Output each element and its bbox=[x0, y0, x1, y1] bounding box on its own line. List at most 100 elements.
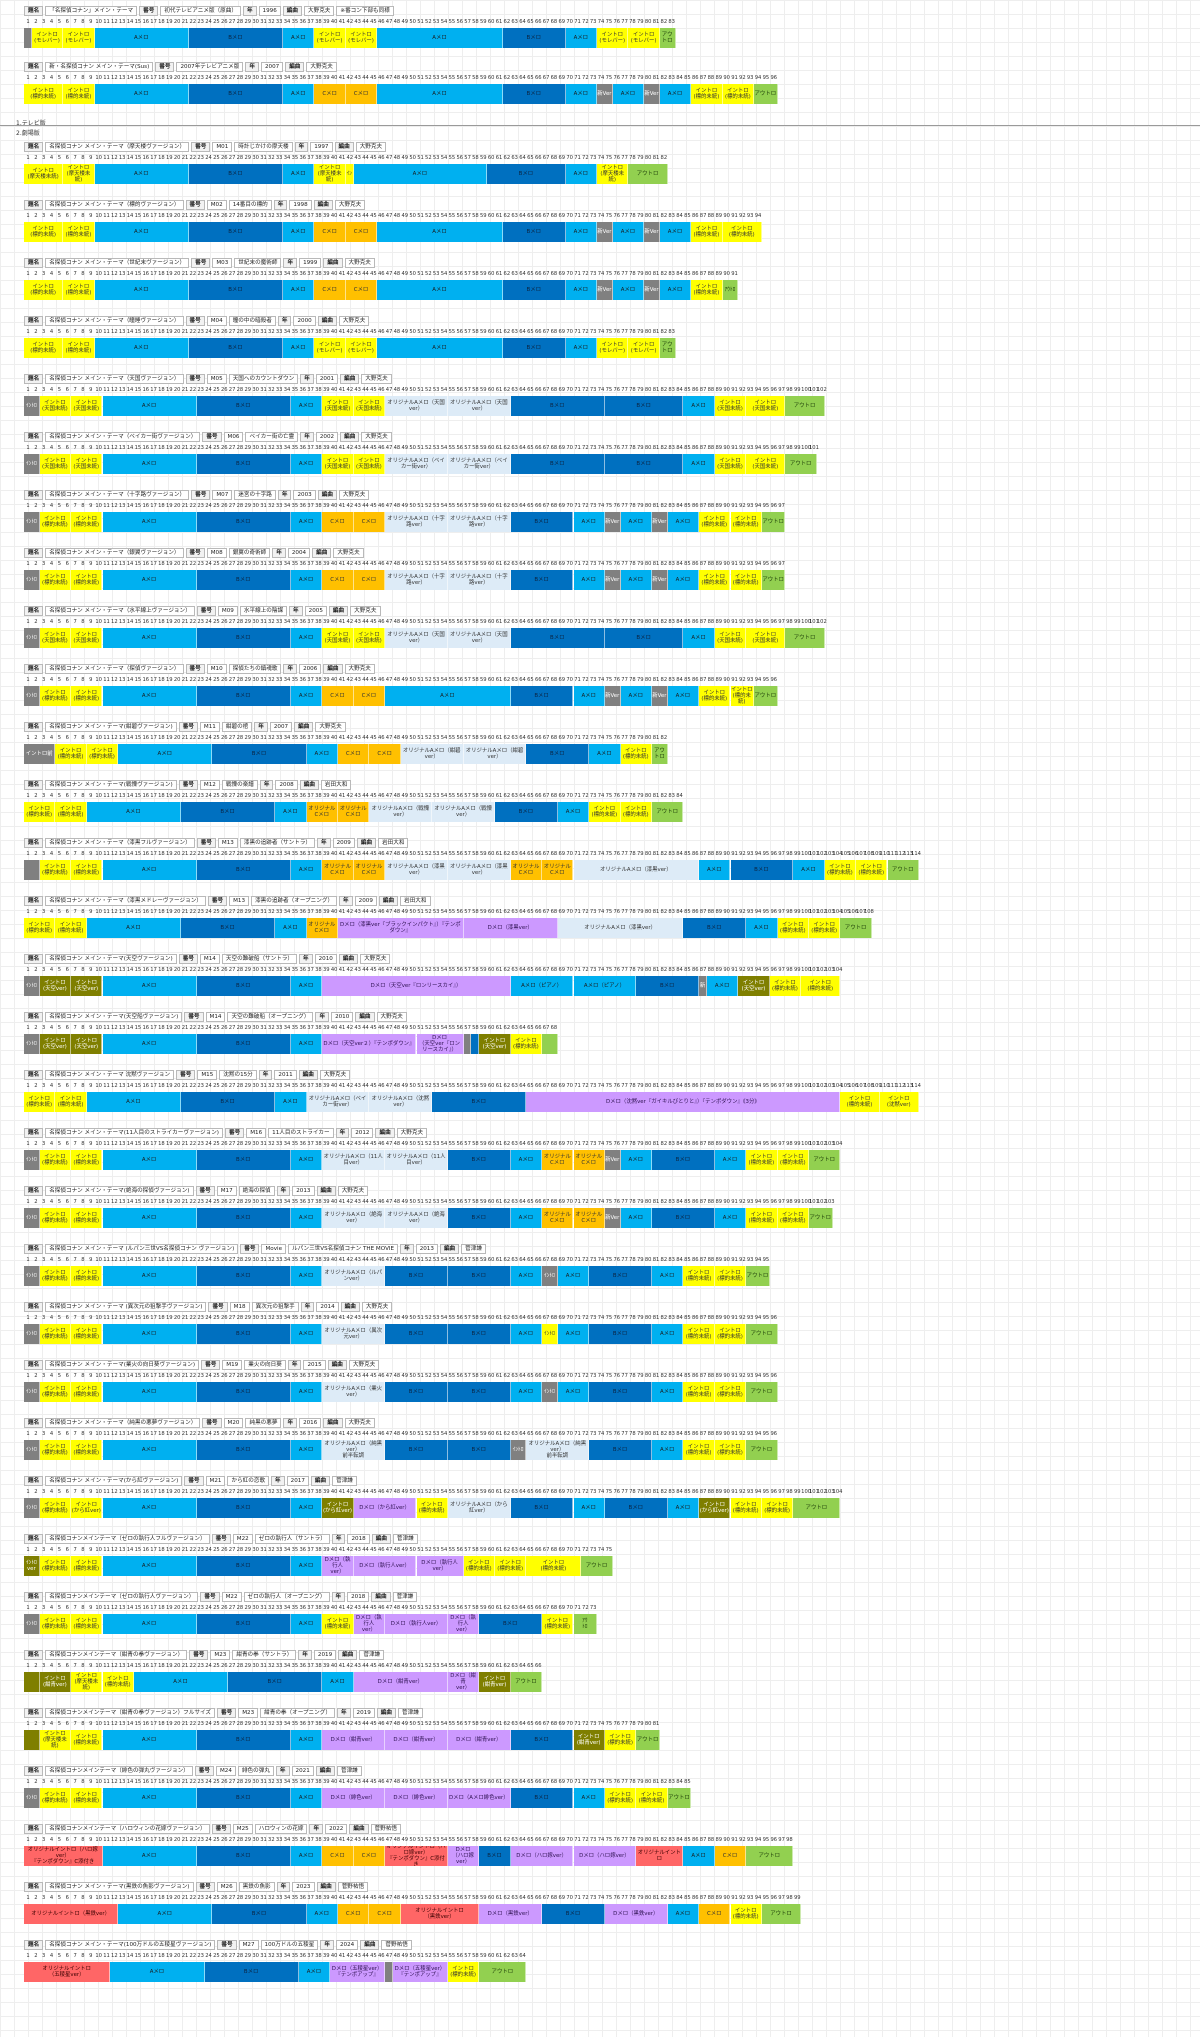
measure-number: 21 bbox=[181, 19, 189, 25]
measure-number: 42 bbox=[346, 75, 354, 81]
song-title: 名探偵コナン メイン・テーマ (ルパン三世VS名探偵コナン ヴァージョン) bbox=[45, 1244, 239, 1254]
measure-number: 40 bbox=[330, 677, 338, 683]
measure-number: 35 bbox=[291, 445, 299, 451]
measure-number: 97 bbox=[778, 619, 785, 625]
measure-number: 56 bbox=[456, 1257, 464, 1263]
measure-number: 74 bbox=[597, 271, 605, 277]
measure-number: 4 bbox=[49, 1663, 54, 1669]
measure-number: 83 bbox=[668, 561, 675, 567]
measure-number: 10 bbox=[95, 1953, 102, 1959]
measure-number: 15 bbox=[134, 329, 142, 335]
section-segment: Aメロ bbox=[102, 1556, 197, 1576]
section-segment: ｲﾝﾄﾛ bbox=[24, 686, 40, 706]
section-segment: Dメロ（紺青 ver） bbox=[447, 1672, 480, 1692]
measure-number: 57 bbox=[464, 1663, 471, 1669]
measure-number: 13 bbox=[118, 1315, 126, 1321]
measure-number: 46 bbox=[377, 1547, 385, 1553]
measure-number: 7 bbox=[73, 967, 77, 973]
measure-number: 56 bbox=[456, 75, 464, 81]
measure-number: 109 bbox=[871, 851, 882, 857]
measure-number: 46 bbox=[377, 1083, 385, 1089]
measure-number: 48 bbox=[393, 1141, 401, 1147]
section-segment: オリジナルCメロ bbox=[542, 1150, 574, 1170]
measure-number: 87 bbox=[699, 677, 707, 683]
measure-number: 39 bbox=[322, 271, 330, 277]
measure-number: 1 bbox=[26, 619, 30, 625]
measure-number: 74 bbox=[597, 387, 605, 393]
measure-number: 80 bbox=[644, 329, 652, 335]
year-label: 年 bbox=[339, 896, 353, 906]
measure-number: 9 bbox=[89, 1141, 93, 1147]
measure-number: 78 bbox=[629, 445, 636, 451]
measure-number: 30 bbox=[252, 851, 259, 857]
measure-number: 52 bbox=[425, 1199, 432, 1205]
song-arranger: 大野克夫 bbox=[333, 548, 364, 558]
section-segment: オリジナルCメロ bbox=[573, 1150, 605, 1170]
section-segment: イントロ (標的未統) bbox=[495, 1556, 527, 1576]
measure-number: 46 bbox=[377, 387, 385, 393]
measure-number: 54 bbox=[440, 619, 448, 625]
measure-number: 15 bbox=[134, 1373, 142, 1379]
measure-number: 97 bbox=[778, 1837, 785, 1843]
measure-number: 23 bbox=[197, 909, 204, 915]
measure-number: 22 bbox=[189, 1489, 197, 1495]
song-arranger: 菅津謙 bbox=[398, 1708, 423, 1718]
measure-number: 82 bbox=[660, 1489, 668, 1495]
measure-number: 16 bbox=[142, 213, 150, 219]
measure-number: 44 bbox=[362, 1605, 369, 1611]
measure-number: 54 bbox=[440, 1605, 448, 1611]
section-segment: イントロ (標的未統) bbox=[620, 744, 652, 764]
measure-number: 60 bbox=[487, 1315, 495, 1321]
measure-number: 36 bbox=[299, 1605, 307, 1611]
measure-number: 93 bbox=[746, 1199, 754, 1205]
section-segment: Cメロ bbox=[322, 686, 354, 706]
section-segment bbox=[463, 1034, 472, 1054]
measure-number: 107 bbox=[856, 851, 866, 857]
song-arranger: 岩田大和 bbox=[320, 780, 352, 790]
section-segment: Aメロ bbox=[102, 1440, 197, 1460]
section-segment: アウトロ bbox=[761, 512, 786, 532]
section-segment: Bメロ bbox=[196, 1614, 291, 1634]
measure-number: 46 bbox=[377, 1605, 385, 1611]
measure-number: 20 bbox=[173, 155, 181, 161]
measure-number: 67 bbox=[542, 155, 550, 161]
measure-number: 32 bbox=[268, 735, 275, 741]
measure-number: 25 bbox=[213, 1315, 220, 1321]
measure-number: 95 bbox=[762, 1489, 770, 1495]
measure-number: 48 bbox=[393, 1663, 401, 1669]
measure-number: 33 bbox=[275, 329, 283, 335]
measure-number: 15 bbox=[134, 735, 142, 741]
measure-number: 90 bbox=[723, 503, 730, 509]
measure-number: 76 bbox=[613, 1779, 621, 1785]
measure-number: 6 bbox=[65, 1605, 69, 1611]
measure-number: 89 bbox=[715, 1141, 723, 1147]
measure-number: 23 bbox=[197, 1141, 204, 1147]
measure-number: 21 bbox=[181, 1605, 189, 1611]
measure-number: 16 bbox=[142, 1953, 150, 1959]
song-title: 名探偵コナン メイン・テーマ(黒鉄の魚影ヴァージョン) bbox=[45, 1882, 194, 1892]
measure-number: 52 bbox=[425, 271, 432, 277]
measure-number: 84 bbox=[676, 793, 683, 799]
measure-number: 67 bbox=[542, 1431, 550, 1437]
measure-number: 25 bbox=[213, 1547, 220, 1553]
measure-number: 30 bbox=[252, 1489, 259, 1495]
measure-number: 90 bbox=[723, 909, 730, 915]
measure-number: 13 bbox=[118, 1721, 126, 1727]
measure-number: 80 bbox=[644, 271, 652, 277]
measure-number: 6 bbox=[65, 1315, 69, 1321]
section-segment: イントロ (標的未統) bbox=[39, 1614, 72, 1634]
measure-number: 40 bbox=[330, 1605, 338, 1611]
section-segment: Bメロ bbox=[181, 802, 276, 822]
measure-number: 27 bbox=[228, 155, 236, 161]
measure-number: 106 bbox=[848, 909, 859, 915]
measure-number: 72 bbox=[582, 1083, 589, 1089]
measure-number: 96 bbox=[770, 1141, 778, 1147]
measure-number: 44 bbox=[362, 213, 369, 219]
measure-number: 42 bbox=[346, 677, 354, 683]
measure-number: 45 bbox=[370, 1779, 377, 1785]
measure-number: 71 bbox=[574, 19, 581, 25]
measure-number: 28 bbox=[236, 155, 244, 161]
measure-number: 54 bbox=[440, 793, 448, 799]
measure-number: 28 bbox=[236, 619, 244, 625]
measure-number: 35 bbox=[291, 677, 299, 683]
